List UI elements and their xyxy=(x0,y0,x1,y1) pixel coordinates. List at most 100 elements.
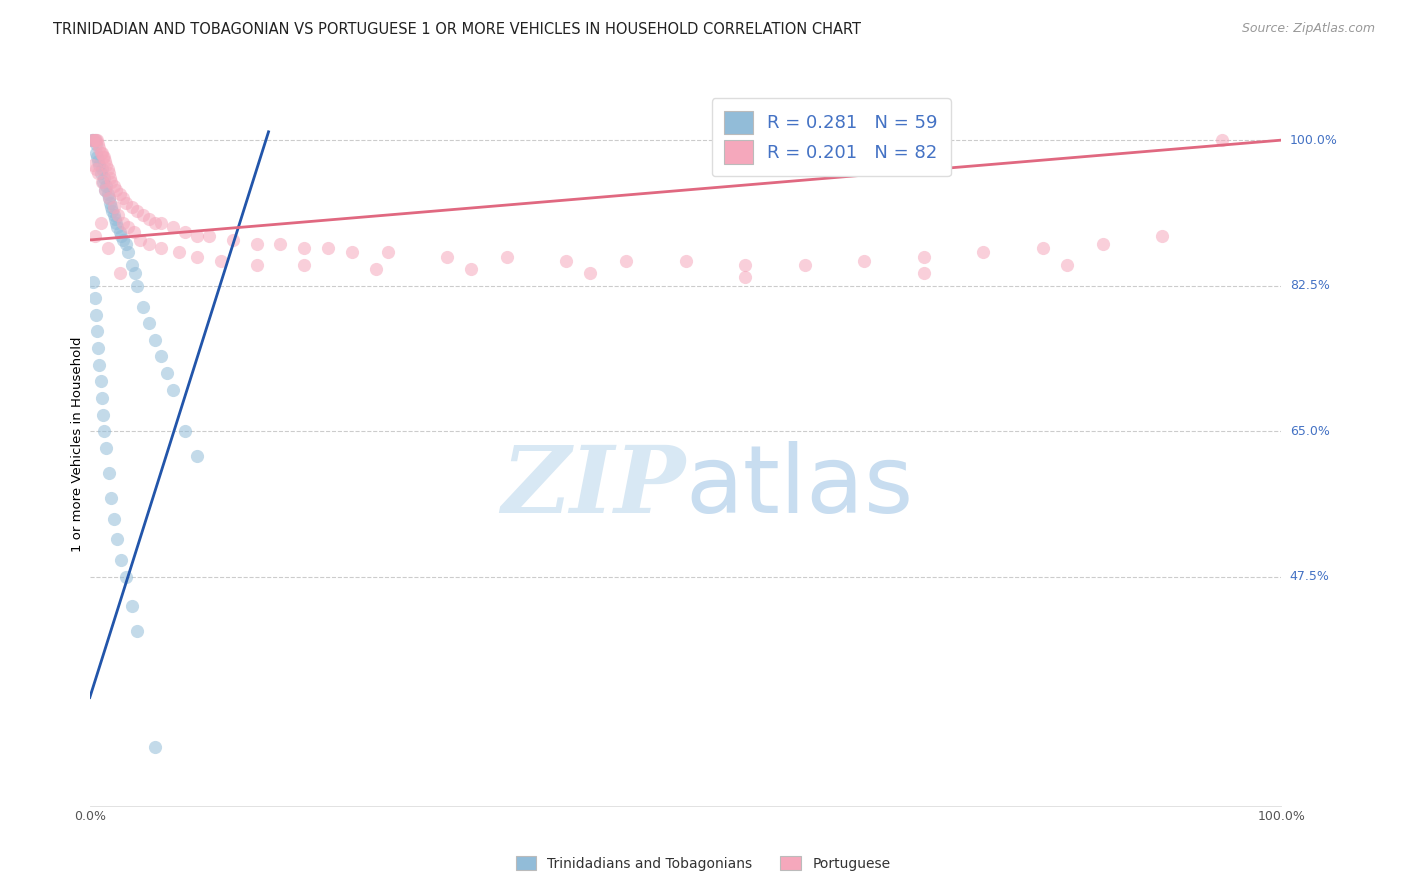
Point xyxy=(94,153,117,168)
Point xyxy=(100,491,122,505)
Point xyxy=(167,245,190,260)
Point xyxy=(143,740,166,755)
Point xyxy=(614,253,637,268)
Point xyxy=(108,266,131,280)
Point xyxy=(912,266,935,280)
Point xyxy=(82,133,104,147)
Point xyxy=(93,170,115,185)
Y-axis label: 1 or more Vehicles in Household: 1 or more Vehicles in Household xyxy=(72,336,84,551)
Point xyxy=(83,291,105,305)
Point xyxy=(132,208,155,222)
Point xyxy=(972,245,994,260)
Point xyxy=(138,237,160,252)
Point xyxy=(94,183,117,197)
Point xyxy=(112,191,135,205)
Point xyxy=(83,133,105,147)
Point xyxy=(114,195,136,210)
Point xyxy=(83,133,105,147)
Point xyxy=(734,258,756,272)
Text: TRINIDADIAN AND TOBAGONIAN VS PORTUGUESE 1 OR MORE VEHICLES IN HOUSEHOLD CORRELA: TRINIDADIAN AND TOBAGONIAN VS PORTUGUESE… xyxy=(53,22,862,37)
Point xyxy=(174,225,197,239)
Point xyxy=(93,150,115,164)
Point xyxy=(82,158,104,172)
Point xyxy=(150,216,173,230)
Point xyxy=(91,175,114,189)
Point xyxy=(103,511,125,525)
Point xyxy=(122,225,145,239)
Point xyxy=(84,137,107,152)
Point xyxy=(269,237,291,252)
Point xyxy=(186,228,208,243)
Text: ZIP: ZIP xyxy=(502,442,686,533)
Point xyxy=(97,191,120,205)
Point xyxy=(96,158,118,172)
Point xyxy=(340,245,363,260)
Point xyxy=(87,341,110,355)
Point xyxy=(292,258,315,272)
Point xyxy=(89,375,111,389)
Point xyxy=(100,175,122,189)
Point xyxy=(86,133,108,147)
Point xyxy=(209,253,232,268)
Point xyxy=(734,270,756,285)
Point xyxy=(377,245,399,260)
Point xyxy=(579,266,602,280)
Point xyxy=(84,308,107,322)
Point xyxy=(90,145,112,160)
Point xyxy=(675,253,697,268)
Point xyxy=(174,424,197,438)
Point xyxy=(104,212,127,227)
Point xyxy=(156,366,179,380)
Point xyxy=(100,200,122,214)
Point xyxy=(110,228,132,243)
Point xyxy=(117,220,139,235)
Point xyxy=(87,137,110,152)
Point xyxy=(121,200,143,214)
Legend: R = 0.281   N = 59, R = 0.201   N = 82: R = 0.281 N = 59, R = 0.201 N = 82 xyxy=(711,98,950,176)
Point xyxy=(84,162,107,177)
Point xyxy=(114,237,136,252)
Point xyxy=(82,275,104,289)
Point xyxy=(121,258,143,272)
Point xyxy=(138,212,160,227)
Point xyxy=(138,316,160,330)
Point xyxy=(150,350,173,364)
Point xyxy=(150,241,173,255)
Point xyxy=(103,178,125,193)
Point xyxy=(128,233,150,247)
Point xyxy=(89,158,111,172)
Point xyxy=(91,150,114,164)
Point xyxy=(222,233,245,247)
Text: atlas: atlas xyxy=(686,442,914,533)
Point xyxy=(143,333,166,347)
Point xyxy=(93,424,115,438)
Legend: Trinidadians and Tobagonians, Portuguese: Trinidadians and Tobagonians, Portuguese xyxy=(510,850,896,876)
Point xyxy=(89,145,111,160)
Point xyxy=(495,250,517,264)
Text: 100.0%: 100.0% xyxy=(1289,134,1337,146)
Point xyxy=(105,533,128,547)
Point xyxy=(112,216,135,230)
Point xyxy=(97,241,120,255)
Point xyxy=(86,150,108,164)
Point xyxy=(853,253,876,268)
Point xyxy=(94,183,117,197)
Point xyxy=(90,391,112,405)
Point xyxy=(162,383,184,397)
Point xyxy=(186,250,208,264)
Point xyxy=(105,220,128,235)
Point xyxy=(108,187,131,202)
Point xyxy=(364,262,387,277)
Point xyxy=(124,266,146,280)
Point xyxy=(90,175,112,189)
Point xyxy=(98,195,121,210)
Point xyxy=(103,208,125,222)
Point xyxy=(108,225,131,239)
Point xyxy=(87,153,110,168)
Point xyxy=(1152,228,1174,243)
Point xyxy=(98,170,121,185)
Point xyxy=(97,466,120,480)
Point xyxy=(86,325,108,339)
Point xyxy=(97,187,120,202)
Point xyxy=(793,258,815,272)
